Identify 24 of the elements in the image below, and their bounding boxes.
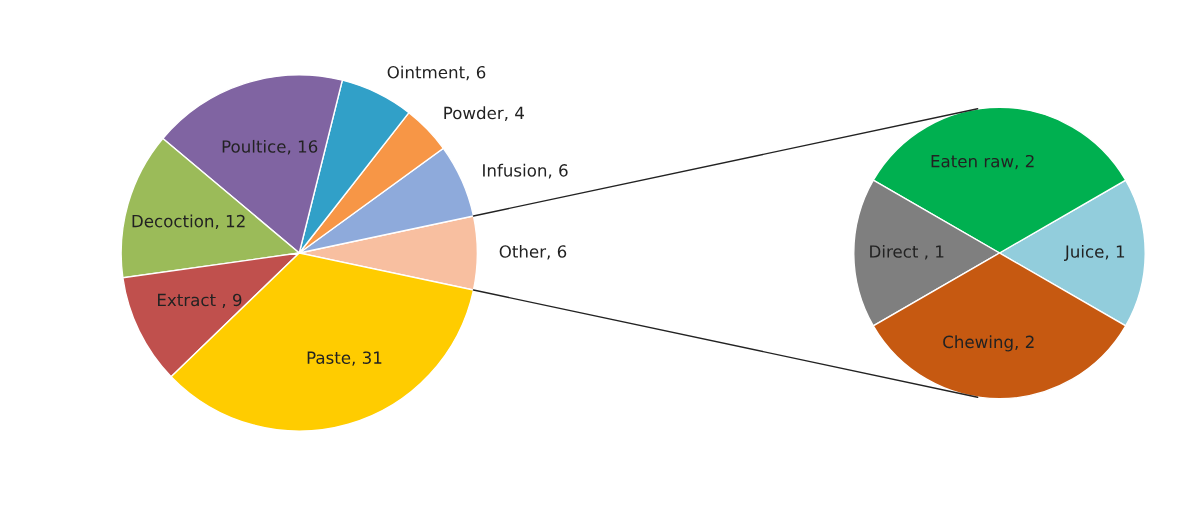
data-label: , 6	[547, 245, 567, 260]
data-label: , 12	[215, 214, 245, 230]
slice-label: Juice	[1064, 244, 1104, 261]
data-label: , 2	[1015, 154, 1034, 170]
data-label: , 1	[1105, 245, 1125, 260]
data-label: , 31	[352, 351, 382, 366]
data-label: , 2	[1015, 335, 1034, 350]
slice-label: Poultice	[222, 139, 286, 153]
data-label: , 4	[505, 106, 524, 121]
slice-label: Direct	[870, 244, 919, 258]
data-label: , 9	[222, 293, 242, 308]
slice-label: Paste	[307, 351, 351, 364]
data-label: , 6	[548, 164, 568, 179]
slice-label: Extract	[158, 293, 216, 307]
data-label: , 1	[925, 245, 944, 260]
slice-label: Ointment	[387, 65, 465, 79]
slice-label: Powder	[444, 106, 504, 120]
slice-label: Eaten raw	[931, 155, 1014, 168]
data-label: , 16	[287, 140, 318, 155]
slice-label: Infusion	[483, 163, 547, 177]
slice-label: Decoction	[132, 214, 214, 228]
data-label: , 6	[466, 65, 486, 81]
slice-label: Other	[499, 244, 547, 258]
slice-label: Chewing	[943, 335, 1013, 352]
